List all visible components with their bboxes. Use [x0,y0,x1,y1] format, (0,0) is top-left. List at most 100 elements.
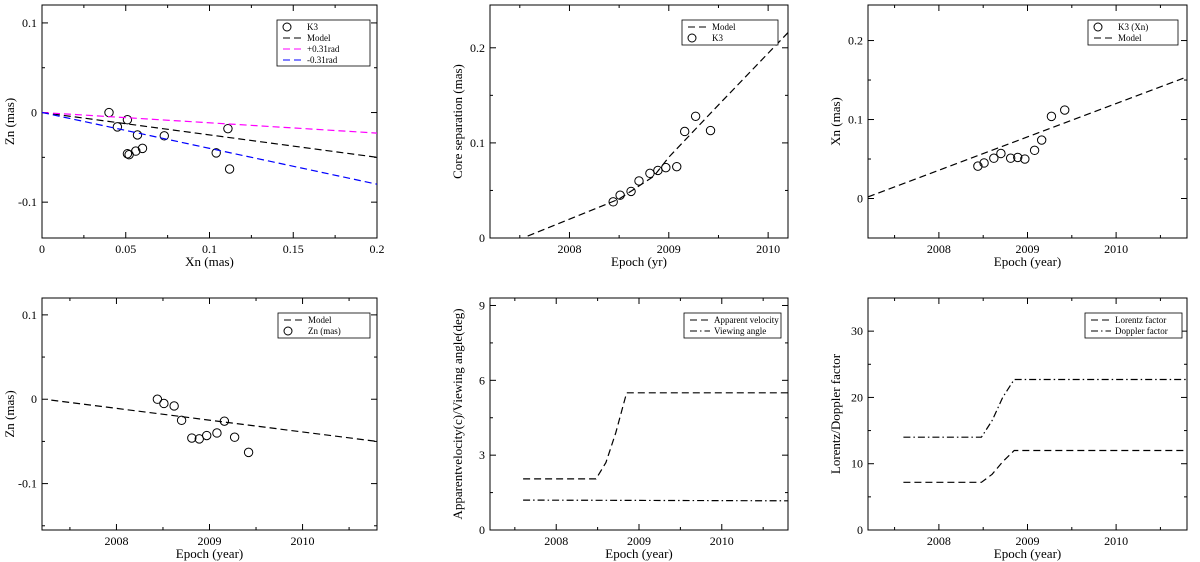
data-point [1036,135,1047,145]
data-point [122,115,133,125]
y-tick-label: -0.1 [18,195,37,209]
data-point [137,143,148,154]
x-tick-label: 2009 [1016,534,1040,548]
data-point [661,162,671,173]
y-axis-label: Apparentvelocity(c)/Viewing angle(deg) [450,308,465,519]
data-area [527,32,788,237]
data-point [615,190,625,200]
legend-marker [283,326,293,336]
x-tick-label: 2010 [1104,242,1128,256]
panel-xn-vs-epoch: 2008 2009 2010 0 0.1 0.2 Epoch (year) Xn (mas) K… [828,4,1188,269]
data-point [159,131,169,141]
legend-label: K3 (Xn) [1118,22,1148,32]
x-tick-label: 2009 [198,534,222,548]
data-point [672,161,682,172]
data-point [112,122,123,132]
legend-label: K3 [712,33,723,43]
y-tick-label: 0 [479,523,485,537]
data-point [122,149,133,159]
x-tick-label: 2008 [927,534,951,548]
data-point [690,111,701,121]
y-tick-label: 0.1 [470,136,485,150]
legend-label: Doppler factor [1115,326,1168,336]
legend-label: Model [307,33,331,43]
data-point [212,428,222,438]
data-point [229,432,240,442]
data-point [159,398,169,409]
data-point [1060,105,1070,115]
x-axis-label: Epoch (yr) [611,254,667,269]
data-point [626,186,636,197]
data-point [1020,154,1030,164]
x-axis-label: Xn (mas) [185,254,234,269]
x-tick-label: 2009 [1016,242,1040,256]
series-line [51,399,377,442]
data-point [634,176,644,186]
y-tick-label: 9 [479,298,485,312]
legend-box [276,19,371,67]
legend-box [1087,19,1179,46]
x-tick-label: 2009 [657,242,681,256]
x-tick-label: 2010 [291,534,315,548]
x-tick-label: 2008 [557,242,581,256]
data-point [1029,145,1040,156]
x-axis-label: Epoch (year) [994,546,1062,561]
legend-marker [282,22,292,32]
data-point [243,447,254,458]
data-area [51,394,377,458]
data-point [223,123,233,134]
legend-box [1084,312,1183,339]
x-axis-label: Epoch (year) [605,546,673,561]
x-tick-label: 2010 [1104,534,1128,548]
y-tick-label: 0.2 [470,41,485,55]
x-tick-label: 2010 [710,534,734,548]
x-axis-label: Epoch (year) [176,546,244,561]
legend-label: +0.31rad [307,44,340,54]
series-line [42,111,377,158]
data-point [187,433,197,443]
y-axis-label: Xn (mas) [828,97,843,146]
panel-zn-vs-epoch: 2008 2009 2010 -0.1 0 0.1 Epoch (year) Zn (mas)… [2,297,378,561]
y-tick-label: 3 [479,448,485,462]
panel-core-separation: 2008 2009 2010 0 0.1 0.2 Epoch (yr) Core separa… [450,4,789,269]
x-tick-label: 0.05 [115,242,136,256]
y-tick-label: 0 [31,106,37,120]
y-tick-label: 0 [31,392,37,406]
legend-label: Lorentz factor [1115,315,1166,325]
data-point [645,168,655,179]
data-point [152,394,163,404]
series-line [868,76,1187,198]
data-point [973,161,983,171]
data-point [219,416,230,426]
y-tick-label: 10 [851,457,863,471]
data-point [705,125,716,136]
legend-box [683,312,782,339]
series-line [523,499,788,502]
data-point [132,130,143,140]
x-axis-label: Epoch (year) [994,254,1062,269]
panel-lorentz-doppler: 2008 2009 2010 0 10 20 30 Epoch (year) Lorentz/D… [828,297,1188,561]
series-line [903,449,1187,483]
y-tick-label: 0.1 [22,308,37,322]
series-line [523,392,788,480]
data-point [202,430,212,441]
x-tick-label: 2008 [104,534,128,548]
y-axis-label: Lorentz/Doppler factor [828,353,843,474]
y-tick-label: 6 [479,373,485,387]
data-point [979,158,989,168]
legend-box [681,19,779,46]
legend-label: Model [712,22,736,32]
panel-zn-vs-xn: 0 0.05 0.1 0.15 0.2-0.100.1Xn (mas)Zn (mas)K… [2,4,385,269]
legend-marker [687,33,697,43]
legend-label: Apparent velocity [714,315,779,325]
data-point [176,415,187,426]
legend-label: Zn (mas) [308,326,341,336]
plot-frame [489,4,789,239]
legend: K3 (Xn)Model [1087,19,1179,46]
data-area [42,107,377,185]
x-tick-label: 0.2 [370,242,385,256]
legend-label: Model [308,315,332,325]
